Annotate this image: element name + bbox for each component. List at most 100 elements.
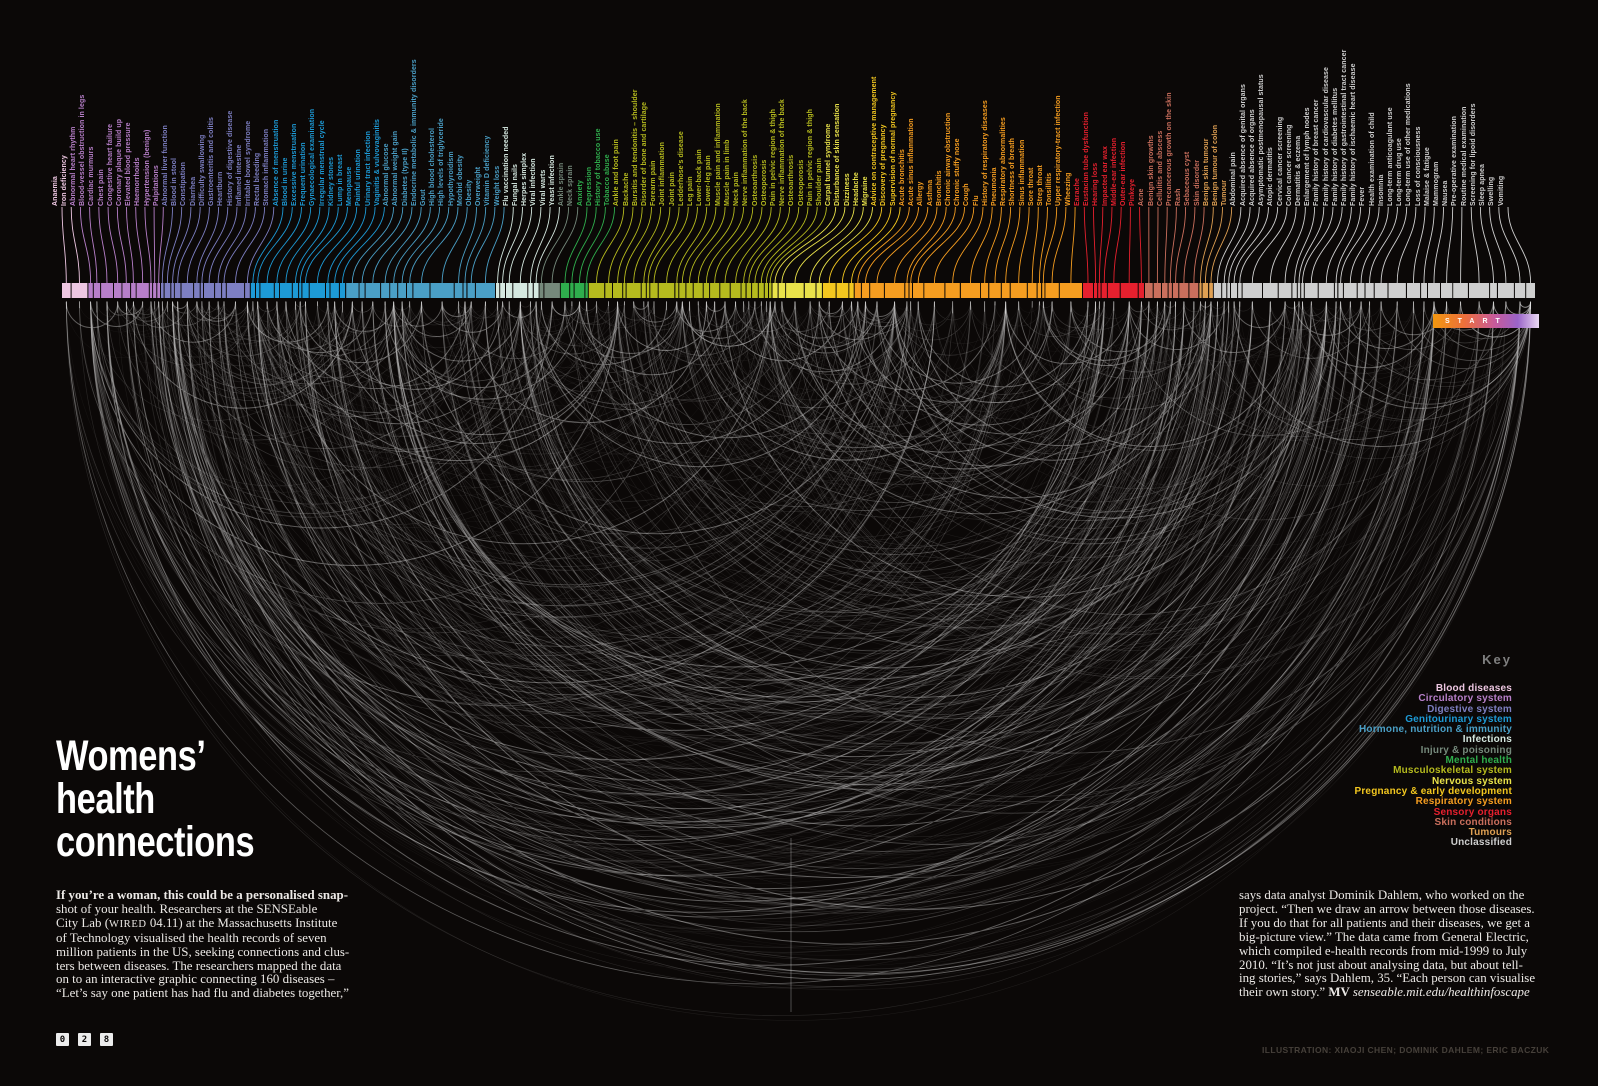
legend-entry: Digestive system: [1427, 703, 1512, 715]
disease-label: Absence of menstruation: [272, 119, 280, 206]
disease-label: Abnormal weight gain: [392, 130, 400, 206]
disease-label: Dermatitis & eczema: [1294, 135, 1302, 206]
disease-label: Vomiting: [1497, 175, 1505, 206]
disease-label: Impacted ear wax: [1101, 146, 1109, 206]
disease-label: Long-term use of other medications: [1405, 83, 1413, 206]
disease-label: Nausea: [1442, 180, 1450, 206]
disease-label: Anaemia: [51, 176, 59, 206]
disease-label: Blood in urine: [281, 157, 289, 206]
disease-label: Osteoporosis: [760, 159, 768, 206]
disease-label: Cervical cancer screening: [1276, 116, 1284, 206]
disease-label: Anxiety: [576, 180, 584, 206]
disease-label: Family history of diabetes mellitus: [1331, 87, 1339, 206]
disease-label: Headache: [852, 172, 860, 206]
text-line: of Technology visualised the health reco…: [56, 930, 327, 945]
legend-entry: Injury & poisoning: [1420, 744, 1512, 756]
disease-label: Upper respiratory-tract infection: [1055, 95, 1063, 206]
text-line: big-picture view.” The data came from Ge…: [1239, 929, 1529, 944]
disease-label: Benign skin growths: [1147, 135, 1155, 206]
disease-label: Acute bronchitis: [898, 149, 906, 206]
disease-label: Flu vaccination needed: [502, 126, 510, 206]
text-line: If you’re a woman, this could be a perso…: [56, 888, 348, 902]
node-ticks: [65, 301, 1531, 314]
disease-label: Obesity: [466, 179, 473, 206]
page-number-digit: 8: [100, 1033, 113, 1046]
legend-entry: Tumours: [1468, 827, 1512, 839]
disease-label: Diarrhea: [189, 176, 197, 206]
disease-label: Bronchitis: [935, 170, 943, 206]
disease-label: Flu: [972, 195, 980, 206]
disease-label: Strep throat: [1037, 165, 1044, 206]
disease-label: Acquired absence of genital organs: [1239, 83, 1247, 206]
legend-entry: Unclassified: [1450, 837, 1512, 849]
disease-label: Migraine: [862, 176, 869, 206]
connection-arcs: [65, 301, 1532, 1021]
disease-label: Sinus inflammation: [1018, 139, 1026, 206]
disease-label: Colon cancer screening: [1285, 124, 1293, 206]
disease-label: Atopic dermatitis: [1267, 147, 1275, 206]
disease-label: Outer-ear infection: [1119, 141, 1127, 206]
start-badge: START: [1433, 314, 1539, 328]
disease-label: Chronic stuffy nose: [954, 138, 962, 206]
disease-label: Wheezing: [1064, 172, 1072, 206]
disease-label: Cellulitis and abscess: [1156, 130, 1164, 206]
disease-label: Sebaceous cyst: [1184, 151, 1192, 206]
disease-label: Fever: [1359, 186, 1367, 206]
disease-label: Urinary tract infection: [364, 130, 372, 206]
text-line: ing stories,” says Dahlem, 35. “Each per…: [1239, 971, 1536, 986]
disease-label: Gastroenteritis and colitis: [208, 116, 216, 206]
disease-label: Dizziness: [843, 173, 851, 206]
disease-label: Lower-leg pain: [705, 155, 713, 206]
disease-label: Supervision of normal pregnancy: [889, 91, 897, 206]
disease-label: Pain in pelvic region & thigh: [806, 108, 814, 206]
disease-label: Tobacco abuse: [604, 154, 612, 206]
disease-label: Nerve inflammation of the back: [742, 99, 750, 206]
disease-label: Backache: [622, 172, 630, 207]
disease-label: Morbid obesity: [456, 154, 464, 206]
disease-label: Chronic airway obstruction: [944, 112, 952, 206]
disease-label: Disturbance of skin sensation: [834, 103, 842, 206]
disease-label: Leg pain: [687, 176, 694, 206]
disease-label: Viral infection: [530, 158, 538, 206]
disease-label: Carpal tunnel syndrome: [825, 123, 833, 206]
disease-label: Acquired absence of organs: [1248, 109, 1256, 206]
page-number-digit: 2: [78, 1033, 91, 1046]
disease-label: Congestive heart failure: [106, 123, 114, 206]
disease-label: Hypertension (benign): [143, 129, 151, 206]
disease-label: Ankle and foot pain: [613, 139, 621, 206]
disease-label: Depression: [585, 166, 593, 206]
disease-label: Weight loss: [493, 165, 501, 206]
disease-label: Osteoarthrosis: [751, 154, 759, 206]
disease-label: Pneumonia: [990, 167, 998, 206]
legend-entry: Respiratory system: [1415, 796, 1512, 808]
intro-text-right: says data analyst Dominik Dahlem, who wo…: [1239, 888, 1551, 1000]
disease-label: Irritable bowel syndrome: [244, 120, 252, 206]
category-colour-bar: [62, 283, 1535, 298]
disease-label: Cough: [963, 183, 971, 206]
disease-label: Abnormal liver function: [162, 125, 169, 206]
disease-label: Pinkeye: [1129, 178, 1137, 206]
page-number-digit: 0: [56, 1033, 69, 1046]
disease-label: Advice on contraceptive management: [871, 76, 879, 206]
disease-label: Stomach inflammation: [263, 128, 271, 206]
disease-label: Acne: [1138, 188, 1146, 206]
page-title: Womens’ health connections: [56, 735, 255, 866]
title-line: connections: [56, 818, 255, 866]
disease-label: Rectal bleeding: [254, 152, 262, 206]
disease-label: Family history of gastrointestinal tract…: [1340, 49, 1348, 206]
disease-label: Enlargement of lymph nodes: [1304, 107, 1312, 206]
disease-label: Pain in pelvic region & thigh: [769, 108, 777, 206]
disease-label: Abnormal glucose: [383, 143, 391, 206]
disease-label: Overweight: [475, 166, 483, 206]
disease-label: Forearm pain: [650, 160, 658, 206]
disease-label: Disorder of bone and cartilage: [641, 101, 648, 206]
disease-label: Middle-ear infection: [1110, 137, 1118, 206]
disease-label: Shoulder pain: [815, 158, 823, 206]
disease-label: Family history of cardiovascular disease: [1322, 66, 1330, 206]
disease-label: Joint pain: [668, 171, 676, 206]
disease-label: Sleep apnea: [1479, 164, 1487, 206]
disease-label: Blood in stool: [171, 157, 179, 206]
disease-label: Sore throat: [1027, 167, 1035, 206]
disease-label: Muscle pain in limb: [723, 139, 731, 206]
